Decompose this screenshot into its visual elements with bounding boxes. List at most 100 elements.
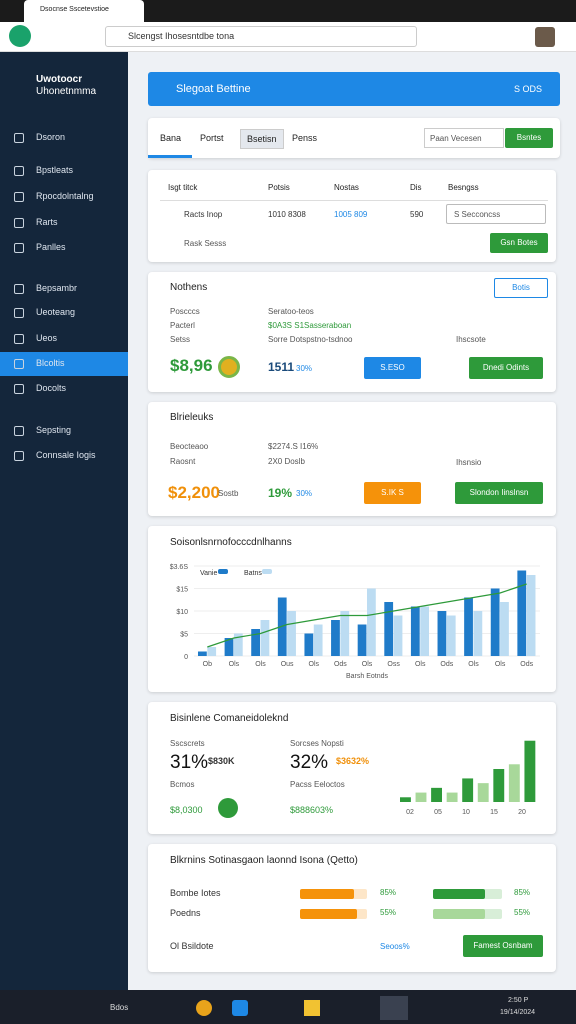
search-placeholder: Paan Vecesen [430, 134, 482, 143]
chart: 0 $5 $10 $15 $3.6S Ob Ols Ols Ous Ols Ods Ols Oss Ols… [170, 564, 540, 680]
indicator [218, 798, 238, 818]
nav-item[interactable]: Rarts [36, 217, 58, 227]
apply-button[interactable]: Gsn Botes [490, 233, 548, 253]
cell: 1010 8308 [268, 210, 306, 219]
big-value: $8,96 [170, 356, 213, 375]
blue-button[interactable]: S.ESO [364, 357, 421, 379]
label: Sorcses Nopsti [290, 739, 344, 748]
green-button[interactable]: Dnedi Odints [469, 357, 543, 379]
address-bar[interactable] [105, 26, 417, 47]
search-button[interactable]: Bsntes [505, 128, 553, 148]
nav-icon [14, 243, 24, 253]
label: Beocteaoo [170, 442, 209, 451]
legend-swatch [218, 569, 228, 574]
x-tick-label: Ods [334, 661, 347, 668]
nav-item[interactable]: Ueos [36, 333, 58, 343]
y-tick-label: 0 [184, 654, 188, 661]
x-tick-label: Oss [387, 661, 400, 668]
taskbar-app[interactable]: Bdos [110, 1003, 129, 1012]
bar [517, 570, 527, 656]
filter-card [148, 170, 556, 262]
bar [437, 611, 447, 656]
legend-label: Batns [244, 570, 262, 577]
column-header: Potsis [268, 183, 290, 192]
detail: $0A3S S1Sasseraboan [268, 321, 352, 330]
card [148, 702, 556, 834]
value: 1511 [268, 360, 295, 374]
foot: $888603% [290, 805, 334, 815]
detail: Sorre Dotspstno-tsdnoo [268, 335, 353, 344]
nav-item[interactable]: Blcoltis [36, 358, 65, 368]
tab[interactable] [24, 0, 144, 22]
select-box[interactable] [446, 204, 546, 224]
tab-underline [148, 155, 192, 158]
nav-item[interactable]: Bepsambr [36, 283, 78, 293]
nav-item[interactable]: Bpstleats [36, 165, 74, 175]
card-button[interactable]: Botis [494, 278, 548, 298]
nav-item[interactable]: Ueoteang [36, 307, 76, 317]
side-value: $3632% [336, 756, 370, 766]
y-tick-label: $3.6S [170, 564, 189, 571]
tab-title: Dsocnse Sscetevstioe [40, 6, 109, 13]
value: 19% [268, 486, 293, 500]
legend-label: Vanie [200, 570, 217, 577]
nav-item[interactable]: Panlles [36, 242, 66, 252]
cell: Racts Inop [184, 210, 223, 219]
bar [224, 638, 234, 656]
tab[interactable]: Penss [292, 133, 318, 143]
tab[interactable]: Bana [160, 133, 182, 143]
nav-icon [14, 384, 24, 394]
search-box[interactable] [424, 128, 504, 148]
x-tick-label: 02 [406, 809, 414, 816]
nav-icon [14, 308, 24, 318]
header-action[interactable]: S ODS [514, 84, 543, 94]
active-item[interactable] [0, 352, 128, 376]
bar [367, 588, 376, 656]
chart-card [148, 526, 556, 692]
nav-item[interactable]: Sepsting [36, 425, 72, 435]
nav-item[interactable]: Rpocdolntalng [36, 191, 94, 201]
nav-item[interactable]: Dsoron [36, 132, 66, 142]
x-tick-label: Ols [229, 661, 240, 668]
bar [446, 792, 458, 802]
right-label: Ihsnsio [456, 458, 482, 467]
avatar[interactable] [535, 27, 555, 47]
footer-pct: Seoos% [380, 942, 410, 951]
progress-bar [433, 909, 485, 919]
tab[interactable]: Bsetisn [240, 129, 284, 149]
green-button[interactable]: Slondon Iinslnsn [455, 482, 543, 504]
taskbar-icon[interactable] [304, 1000, 320, 1016]
footer-button[interactable]: Famest Osnbam [463, 935, 543, 957]
nav-item[interactable]: Connsale Iogis [36, 450, 96, 460]
x-tick-label: Ols [468, 661, 479, 668]
address-row [0, 22, 576, 52]
bar [420, 606, 430, 656]
small: Sostb [218, 489, 239, 498]
bar [313, 624, 323, 656]
divider [160, 200, 548, 201]
foot: $8,0300 [170, 805, 203, 815]
bar [400, 797, 411, 802]
bar [464, 597, 473, 656]
nav-icon [14, 133, 24, 143]
taskbar-icon[interactable] [232, 1000, 248, 1016]
nav-icon [14, 166, 24, 176]
nav-item[interactable]: Docolts [36, 383, 67, 393]
sub: Bcmos [170, 780, 195, 789]
pct: 30% [296, 489, 313, 498]
label: Sscscrets [170, 739, 205, 748]
taskbar-icon[interactable] [380, 996, 408, 1020]
side-value: $830K [208, 756, 235, 766]
x-tick-label: Ols [415, 661, 426, 668]
x-tick-label: Ols [362, 661, 373, 668]
tabs-card [148, 118, 560, 158]
x-tick-label: Ous [281, 661, 294, 668]
taskbar [0, 990, 576, 1024]
orange-button[interactable]: S.IK S [364, 482, 421, 504]
card-title: Nothens [170, 282, 208, 293]
x-tick-label: Ods [440, 661, 453, 668]
progress-bar [300, 889, 354, 899]
card-title: Bisinlene Comaneidoleknd [170, 713, 289, 724]
tab[interactable]: Portst [200, 133, 224, 143]
taskbar-icon[interactable] [196, 1000, 212, 1016]
